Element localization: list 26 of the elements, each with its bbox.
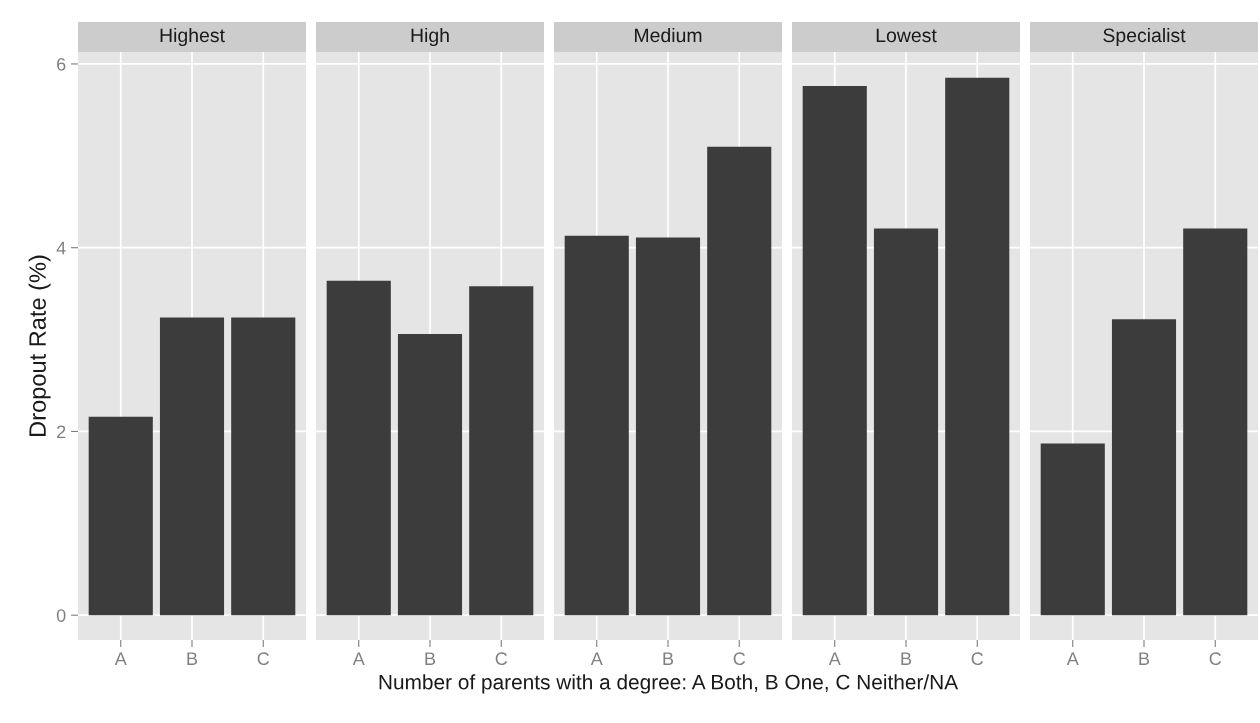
y-tick-label: 0 xyxy=(56,609,66,622)
y-tick-label: 2 xyxy=(57,425,66,438)
x-tick-label: B xyxy=(187,652,198,665)
x-tick-label: A xyxy=(590,652,603,665)
chart-title: Specialist xyxy=(1103,27,1186,47)
y-axis-title: Dropout Rate (%) xyxy=(28,255,51,436)
x-tick-label: C xyxy=(971,652,984,666)
x-tick-label: A xyxy=(1066,652,1079,665)
chart-title: Highest xyxy=(160,27,225,47)
y-tick-label: 6 xyxy=(57,57,66,71)
x-tick-label: C xyxy=(495,652,508,666)
x-tick-label: A xyxy=(828,652,841,665)
x-tick-label: B xyxy=(663,652,674,665)
x-tick-label: A xyxy=(114,652,127,665)
x-tick-label: C xyxy=(257,652,270,666)
x-tick-label: C xyxy=(733,652,746,666)
x-tick-label: B xyxy=(901,652,912,665)
x-axis-title: Number of parents with a degree: A Both, B One, C Neither/NA xyxy=(379,674,959,694)
x-tick-label: A xyxy=(352,652,365,665)
chart-title: Medium xyxy=(635,27,702,43)
x-tick-label: C xyxy=(1209,652,1222,666)
x-tick-label: B xyxy=(425,652,436,665)
x-tick-label: B xyxy=(1139,652,1150,665)
chart-title: Lowest xyxy=(876,28,937,43)
y-tick-label: 4 xyxy=(56,241,66,255)
chart-title: High xyxy=(411,27,449,47)
